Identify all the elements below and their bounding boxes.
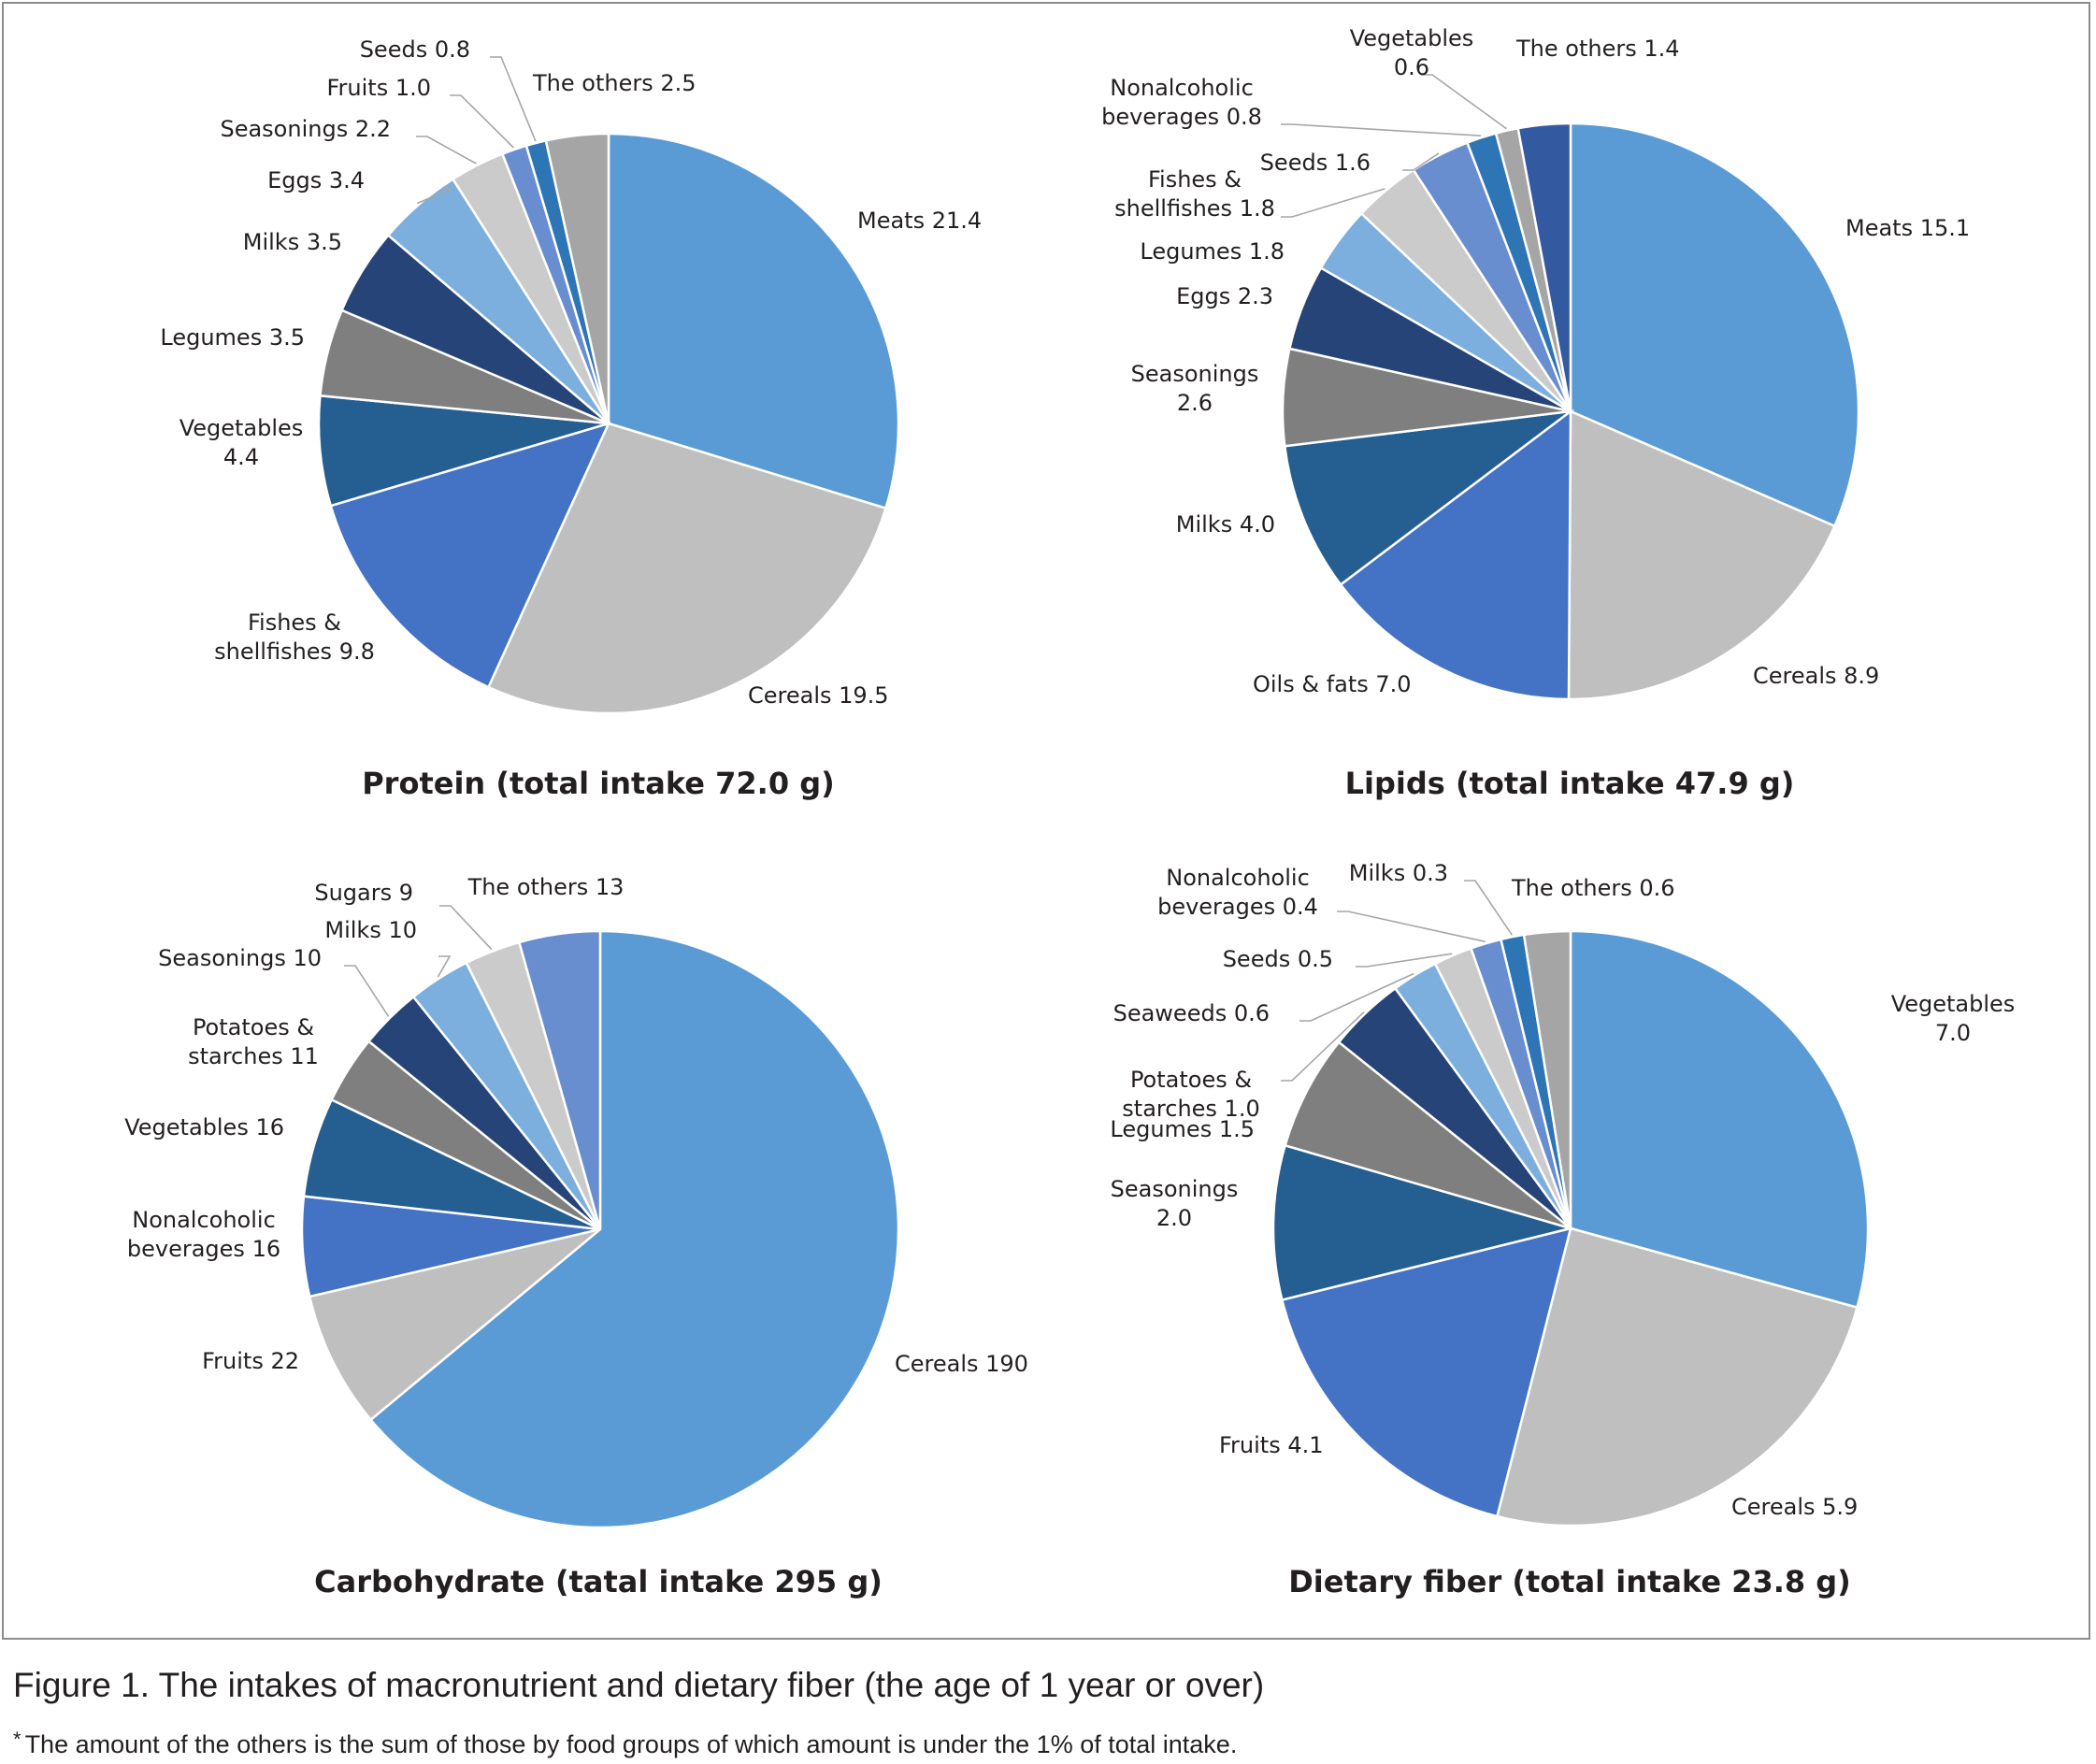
carbohydrate-slice-cereals <box>368 929 900 1529</box>
carbohydrate-label-vegetables: Vegetables 16 <box>124 1114 284 1140</box>
protein-slice-fishes-and-shellfishes <box>329 422 611 689</box>
fiber-leader-line-seeds <box>1356 953 1453 968</box>
fiber-label-seeds: Seeds 0.5 <box>1223 946 1333 972</box>
protein-slice-vegetables <box>317 394 610 508</box>
lipids-label-milks: Milks 4.0 <box>1176 511 1275 538</box>
protein-label-fruits: Fruits 1.0 <box>326 75 431 101</box>
lipids-label-fishes-and-shellfishes: Fishes & shellfishes 1.8 <box>1114 166 1275 222</box>
figure-caption: Figure 1. The intakes of macronutrient a… <box>13 1666 1265 1704</box>
lipids-slice-oils-and-fats <box>1339 409 1572 701</box>
protein-pie-chart: Meats 21.4 Cereals 19.5 Fishes & shellfishe… <box>160 36 982 801</box>
lipids-leader-line-vegetables <box>1421 74 1507 130</box>
fiber-slice-vegetables <box>1569 929 1870 1310</box>
carbohydrate-label-nonalcoholic-beverages: Nonalcoholic beverages 16 <box>127 1207 280 1262</box>
fiber-slice-cereals <box>1495 1226 1859 1527</box>
footnote: * The amount of the others is the sum of … <box>13 1728 1237 1759</box>
fiber-slice-seasonings <box>1271 1143 1575 1302</box>
lipids-chart-title: Lipids (total intake 47.9 g) <box>1345 766 1795 801</box>
lipids-label-meats: Meats 15.1 <box>1845 215 1970 241</box>
carbohydrate-label-cereals: Cereals 190 <box>895 1351 1028 1377</box>
protein-leader-line-eggs <box>416 187 454 205</box>
carbohydrate-label-fruits: Fruits 22 <box>202 1348 299 1374</box>
protein-chart-title: Protein (total intake 72.0 g) <box>362 766 835 801</box>
carbohydrate-label-potatoes-and-starches: Potatoes & starches 11 <box>188 1014 319 1069</box>
carbohydrate-label-sugars: Sugars 9 <box>314 880 413 906</box>
lipids-label-seasonings: Seasonings 2.6 <box>1131 361 1259 416</box>
protein-label-the-others: The others 2.5 <box>532 70 696 96</box>
lipids-label-nonalcoholic-beverages: Nonalcoholic beverages 0.8 <box>1101 75 1262 130</box>
carbohydrate-leader-line-seasonings <box>344 965 390 1017</box>
carbohydrate-leader-line-milks <box>437 955 452 978</box>
fiber-label-fruits: Fruits 4.1 <box>1219 1432 1324 1458</box>
lipids-label-oils-and-fats: Oils & fats 7.0 <box>1253 671 1412 697</box>
protein-label-meats: Meats 21.4 <box>857 208 982 234</box>
fiber-label-the-others: The others 0.6 <box>1511 875 1675 901</box>
protein-label-legumes: Legumes 3.5 <box>160 324 305 351</box>
fiber-leader-line-milks <box>1464 880 1513 936</box>
carbohydrate-slice-fruits <box>308 1227 601 1422</box>
fiber-slice-fruits <box>1280 1226 1572 1518</box>
fiber-label-legumes: Legumes 1.5 <box>1110 1116 1255 1142</box>
protein-label-fishes-and-shellfishes: Fishes & shellfishes 9.8 <box>214 610 375 665</box>
lipids-slice-meats <box>1569 122 1860 528</box>
fiber-leader-line-potatoes-and-starches <box>1281 1011 1365 1082</box>
fiber-label-milks: Milks 0.3 <box>1349 860 1448 886</box>
fiber-label-cereals: Cereals 5.9 <box>1731 1494 1858 1520</box>
fiber-chart-title: Dietary fiber (total intake 23.8 g) <box>1288 1564 1851 1599</box>
carbohydrate-label-the-others: The others 13 <box>467 874 624 900</box>
footnote-marker: * <box>13 1728 22 1751</box>
lipids-leader-line-nonalcoholic-beverages <box>1281 123 1482 136</box>
lipids-label-legumes: Legumes 1.8 <box>1140 238 1285 265</box>
lipids-label-seeds: Seeds 1.6 <box>1260 150 1371 176</box>
lipids-label-eggs: Eggs 2.3 <box>1176 283 1273 309</box>
fiber-label-nonalcoholic-beverages: Nonalcoholic beverages 0.4 <box>1157 865 1318 920</box>
footnote-text: The amount of the others is the sum of t… <box>24 1730 1238 1758</box>
dietary-fiber-pie-chart: Vegetables 7.0 Cereals 5.9 Fruits 4.1 Season… <box>1110 860 2015 1599</box>
protein-label-cereals: Cereals 19.5 <box>748 682 889 709</box>
lipids-slice-milks <box>1283 409 1575 587</box>
carbohydrate-label-seasonings: Seasonings 10 <box>158 945 322 971</box>
protein-label-eggs: Eggs 3.4 <box>267 167 365 194</box>
protein-label-seeds: Seeds 0.8 <box>360 36 470 63</box>
lipids-label-the-others: The others 1.4 <box>1515 36 1680 62</box>
protein-label-seasonings: Seasonings 2.2 <box>220 116 391 142</box>
fiber-slice-legumes <box>1284 1040 1572 1230</box>
lipids-pie-chart: Meats 15.1 Cereals 8.9 Oils & fats 7.0 Milk… <box>1101 25 1970 801</box>
carbohydrate-slice-the-others <box>517 929 602 1230</box>
lipids-leader-line-seeds <box>1402 152 1440 171</box>
lipids-label-vegetables: Vegetables 0.6 <box>1350 25 1474 80</box>
protein-label-milks: Milks 3.5 <box>243 229 342 255</box>
fiber-leader-line-nonalcoholic-beverages <box>1337 911 1486 943</box>
lipids-leader-line-fishes-and-shellfishes <box>1281 188 1385 218</box>
protein-leader-line-seasonings <box>416 136 477 165</box>
protein-label-vegetables: Vegetables 4.4 <box>179 415 304 470</box>
fiber-label-potatoes-and-starches: Potatoes & starches 1.0 <box>1122 1067 1259 1122</box>
pie-charts-canvas: Meats 21.4 Cereals 19.5 Fishes & shellfishe… <box>124 25 2015 1599</box>
lipids-label-cereals: Cereals 8.9 <box>1753 663 1879 689</box>
protein-leader-line-fruits <box>450 94 514 149</box>
carbohydrate-pie-chart: Cereals 190 Fruits 22 Nonalcoholic beverage… <box>124 874 1028 1599</box>
fiber-label-vegetables: Vegetables 7.0 <box>1891 991 2016 1046</box>
carbohydrate-leader-line-sugars <box>439 905 493 951</box>
protein-leader-line-seeds <box>490 56 537 142</box>
fiber-label-seaweeds: Seaweeds 0.6 <box>1113 1000 1270 1026</box>
protein-slice-the-others <box>544 132 610 424</box>
fiber-slice-the-others <box>1522 929 1572 1229</box>
lipids-slice-the-others <box>1516 122 1572 412</box>
fiber-leader-line-seaweeds <box>1299 972 1414 1022</box>
carbohydrate-chart-title: Carbohydrate (tatal intake 295 g) <box>314 1564 883 1599</box>
fiber-label-seasonings: Seasonings 2.0 <box>1111 1176 1239 1231</box>
carbohydrate-label-milks: Milks 10 <box>324 917 417 943</box>
protein-slice-meats <box>607 132 900 510</box>
lipids-slice-cereals <box>1567 409 1837 701</box>
protein-slice-cereals <box>486 422 888 715</box>
